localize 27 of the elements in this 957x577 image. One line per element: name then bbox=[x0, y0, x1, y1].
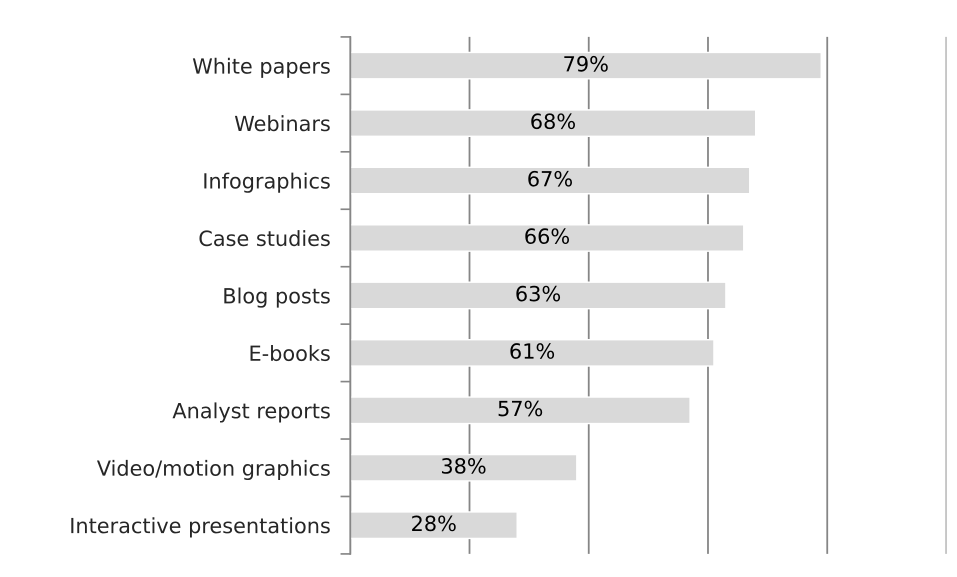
bar bbox=[350, 454, 578, 482]
bar bbox=[350, 52, 822, 80]
y-tick-label: White papers bbox=[192, 58, 330, 78]
bar bbox=[350, 109, 756, 137]
data-label: 28% bbox=[412, 515, 456, 532]
y-tick-label: Analyst reports bbox=[172, 402, 330, 423]
y-tick-label: Case studies bbox=[199, 230, 330, 246]
data-label: 63% bbox=[516, 286, 560, 302]
bar bbox=[350, 511, 518, 540]
data-label: 61% bbox=[510, 343, 554, 359]
y-tick-label: Interactive presentations bbox=[71, 517, 330, 538]
y-tick-label: Blog posts bbox=[224, 288, 330, 308]
bar bbox=[350, 224, 744, 252]
bar bbox=[350, 282, 727, 310]
bar bbox=[350, 338, 715, 367]
y-tick-label: Video/motion graphics bbox=[96, 460, 330, 480]
bar bbox=[350, 396, 691, 424]
data-label: 67% bbox=[528, 170, 572, 187]
data-label: 57% bbox=[498, 400, 542, 416]
y-tick-label: Infographics bbox=[204, 172, 330, 193]
data-label: 38% bbox=[442, 458, 486, 474]
data-label: 68% bbox=[531, 113, 575, 130]
data-label: 66% bbox=[525, 228, 570, 244]
y-tick-label: Webinars bbox=[234, 115, 330, 132]
bar bbox=[350, 166, 750, 194]
y-tick-label: E-books bbox=[250, 344, 330, 362]
data-label: 79% bbox=[564, 56, 608, 72]
